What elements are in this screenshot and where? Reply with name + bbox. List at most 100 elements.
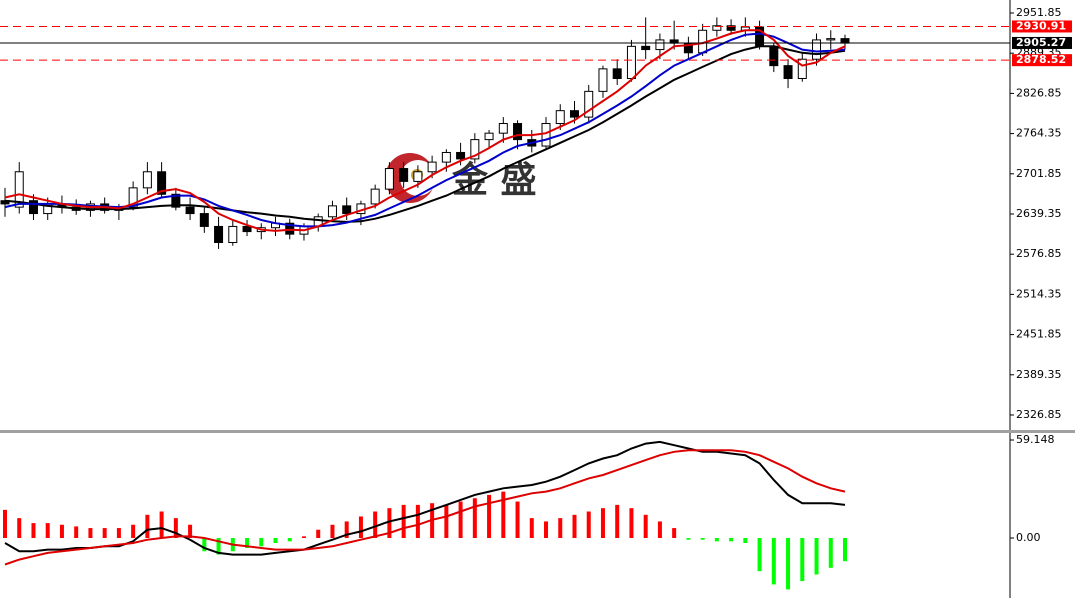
level-label-box [1012,20,1072,33]
candle-body [285,222,295,235]
candle-body [612,68,622,80]
histogram-bar [686,538,691,540]
candle-body [655,39,665,51]
histogram-bar [714,538,719,542]
histogram-bar [729,538,734,542]
candle-body [214,225,224,244]
histogram-bar [202,538,207,552]
y-tick-label: 2326.85 [1016,408,1062,421]
histogram-bar [544,521,549,539]
histogram-bar [472,498,477,539]
candle-body [498,123,508,134]
candle-body [28,200,38,215]
histogram-bar [287,538,292,542]
histogram-bar [458,501,463,539]
histogram-bar [444,504,449,539]
histogram-bar [757,538,762,572]
indicator-line [4,449,846,566]
y-tick-label: 2764.35 [1016,127,1062,140]
histogram-bar [45,523,50,539]
histogram-bar [387,508,392,539]
candle-body [769,45,779,67]
level-label: 2878.52 [1016,53,1066,66]
histogram-bar [843,538,847,562]
y-tick-label: 2451.85 [1016,328,1062,341]
histogram-bar [672,528,677,539]
level-label-box [1012,54,1072,67]
histogram-bar [615,504,620,539]
candle-body [342,205,352,215]
candle-body [199,213,209,227]
histogram-bar [487,494,492,539]
histogram-bar [131,524,136,539]
histogram-bar [245,538,250,548]
histogram-bar [700,538,705,540]
panel-separator [0,430,1075,433]
histogram-bar [31,523,36,539]
candle-body [171,193,181,208]
y-tick-label: 2514.35 [1016,287,1062,300]
level-label: 2905.27 [1016,36,1066,49]
candle-body [826,38,836,41]
histogram-bar [800,538,805,582]
histogram-bar [216,538,221,555]
histogram-bar [188,524,193,539]
candle-body [327,205,337,218]
histogram-bar [145,514,150,539]
candle-body [14,171,24,208]
histogram-bar [316,529,321,539]
candle-body [541,123,551,147]
histogram-bar [330,524,335,539]
candle-body [513,123,523,141]
histogram-bar [401,504,406,539]
histogram-bar [3,509,7,539]
candles [0,17,850,249]
histogram-bar [373,511,378,539]
candle-body [641,45,651,51]
candle-body [427,161,437,173]
histogram-bar [74,526,79,539]
watermark: 金 盛 [451,159,537,201]
histogram-bar [116,528,121,539]
indicator-line [4,45,846,223]
histogram-bar [586,511,591,539]
histogram-bar [629,508,634,539]
histogram-bar [771,538,776,585]
indicator-line [4,29,846,232]
histogram-bar [828,538,833,568]
candle-body [128,187,138,208]
y-tick-label: 2639.35 [1016,207,1062,220]
candle-body [242,225,252,233]
indicator-line [4,440,846,556]
candle-body [626,45,636,80]
y-tick-label: 0.00 [1016,531,1041,544]
candle-body [840,38,850,44]
histogram-bar [515,501,520,539]
candle-body [370,188,380,205]
candle-body [598,68,608,92]
histogram-bar [159,511,164,539]
histogram-bar [786,538,791,590]
candle-body [584,90,594,118]
histogram-bar [358,516,363,539]
candle-body [470,139,480,160]
candle-body [185,206,195,215]
candle-body [726,25,736,31]
histogram-bar [643,514,648,539]
level-label-box [1012,36,1072,49]
candle-body [228,225,238,244]
histogram-bar [501,491,506,539]
level-label: 2930.91 [1016,19,1066,32]
candle-body [384,168,394,190]
candle-body [441,151,451,163]
histogram-bar [558,518,563,539]
candle-body [812,39,822,60]
histogram-bar [657,521,662,539]
candle-body [484,132,494,141]
candle-body [569,110,579,118]
y-tick-label: 59.148 [1016,433,1055,446]
candle-body [555,110,565,125]
histogram-bar [301,536,306,539]
